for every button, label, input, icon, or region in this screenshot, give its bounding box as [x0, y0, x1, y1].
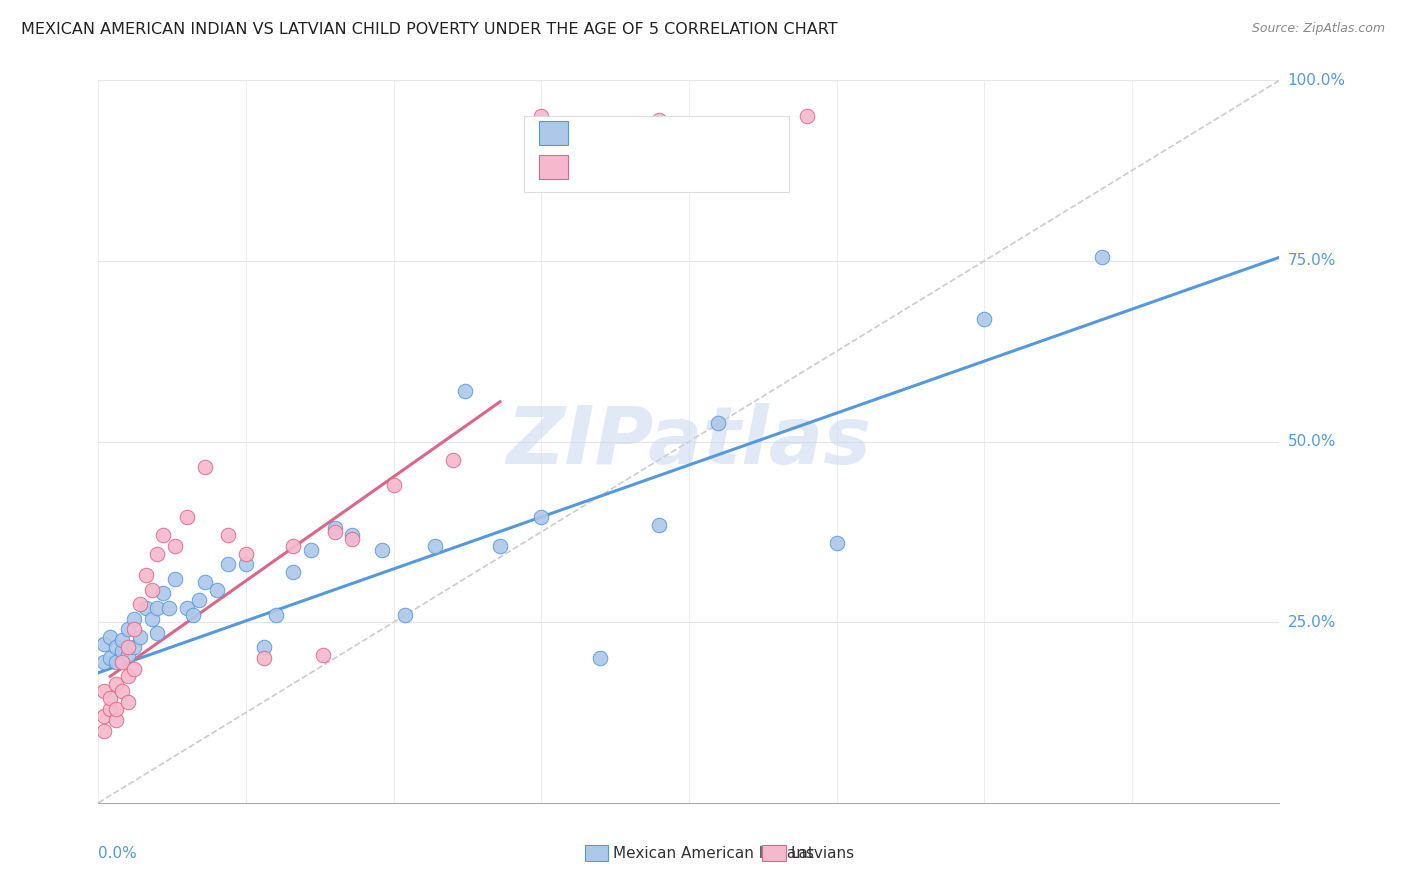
Point — [111, 644, 134, 658]
Point — [146, 600, 169, 615]
Point — [371, 542, 394, 557]
FancyBboxPatch shape — [538, 121, 568, 145]
Point — [796, 110, 818, 124]
Point — [93, 723, 115, 738]
Point — [253, 651, 276, 665]
Point — [253, 640, 276, 655]
FancyBboxPatch shape — [762, 846, 786, 862]
Text: Latvians: Latvians — [790, 846, 855, 861]
Point — [217, 558, 239, 572]
Point — [157, 600, 180, 615]
Text: Mexican American Indians: Mexican American Indians — [613, 846, 814, 861]
Point — [105, 640, 128, 655]
Point — [181, 607, 204, 622]
Point — [122, 611, 145, 625]
Point — [530, 110, 553, 124]
Point — [299, 542, 322, 557]
Point — [105, 676, 128, 690]
Point — [283, 565, 305, 579]
Point — [141, 611, 163, 625]
Text: MEXICAN AMERICAN INDIAN VS LATVIAN CHILD POVERTY UNDER THE AGE OF 5 CORRELATION : MEXICAN AMERICAN INDIAN VS LATVIAN CHILD… — [21, 22, 838, 37]
Point — [453, 384, 475, 398]
Point — [105, 702, 128, 716]
Point — [146, 626, 169, 640]
Text: R = 0.487   N = 45: R = 0.487 N = 45 — [579, 124, 744, 142]
Point — [648, 113, 671, 128]
Text: ZIPatlas: ZIPatlas — [506, 402, 872, 481]
Point — [98, 630, 121, 644]
Point — [323, 524, 346, 539]
Point — [825, 535, 848, 549]
Point — [111, 655, 134, 669]
Point — [98, 702, 121, 716]
Point — [93, 637, 115, 651]
Point — [135, 568, 157, 582]
Text: 75.0%: 75.0% — [1288, 253, 1336, 268]
Point — [194, 459, 217, 474]
Point — [394, 607, 416, 622]
Point — [973, 311, 995, 326]
FancyBboxPatch shape — [585, 846, 609, 862]
FancyBboxPatch shape — [538, 155, 568, 178]
Point — [111, 633, 134, 648]
Point — [165, 539, 187, 553]
Point — [235, 558, 257, 572]
Point — [205, 582, 228, 597]
Point — [117, 669, 139, 683]
Point — [194, 575, 217, 590]
Point — [1091, 250, 1114, 264]
Point — [105, 713, 128, 727]
Point — [342, 528, 364, 542]
Point — [117, 623, 139, 637]
Point — [122, 662, 145, 676]
Point — [165, 572, 187, 586]
Point — [707, 417, 730, 431]
Point — [176, 510, 198, 524]
Point — [489, 539, 512, 553]
Point — [93, 683, 115, 698]
Text: R = 0.397   N = 35: R = 0.397 N = 35 — [579, 158, 744, 176]
Point — [122, 640, 145, 655]
Point — [152, 528, 174, 542]
Point — [98, 651, 121, 665]
Point — [128, 630, 150, 644]
Point — [146, 547, 169, 561]
Point — [264, 607, 287, 622]
Point — [152, 586, 174, 600]
Text: 25.0%: 25.0% — [1288, 615, 1336, 630]
Point — [382, 478, 405, 492]
Point — [530, 510, 553, 524]
Point — [93, 709, 115, 723]
Point — [117, 648, 139, 662]
Point — [589, 651, 612, 665]
Point — [122, 623, 145, 637]
Point — [312, 648, 335, 662]
Point — [117, 695, 139, 709]
Point — [135, 600, 157, 615]
Point — [128, 597, 150, 611]
Point — [342, 532, 364, 546]
Point — [423, 539, 446, 553]
Point — [283, 539, 305, 553]
Point — [111, 683, 134, 698]
FancyBboxPatch shape — [523, 117, 789, 193]
Point — [235, 547, 257, 561]
Point — [176, 600, 198, 615]
Point — [187, 593, 209, 607]
Point — [141, 582, 163, 597]
Point — [93, 655, 115, 669]
Point — [441, 452, 464, 467]
Point — [323, 521, 346, 535]
Point — [648, 517, 671, 532]
Point — [98, 691, 121, 706]
Text: 100.0%: 100.0% — [1288, 73, 1346, 87]
Point — [105, 655, 128, 669]
Text: Source: ZipAtlas.com: Source: ZipAtlas.com — [1251, 22, 1385, 36]
Text: 50.0%: 50.0% — [1288, 434, 1336, 449]
Point — [217, 528, 239, 542]
Point — [117, 640, 139, 655]
Text: 0.0%: 0.0% — [98, 847, 138, 861]
